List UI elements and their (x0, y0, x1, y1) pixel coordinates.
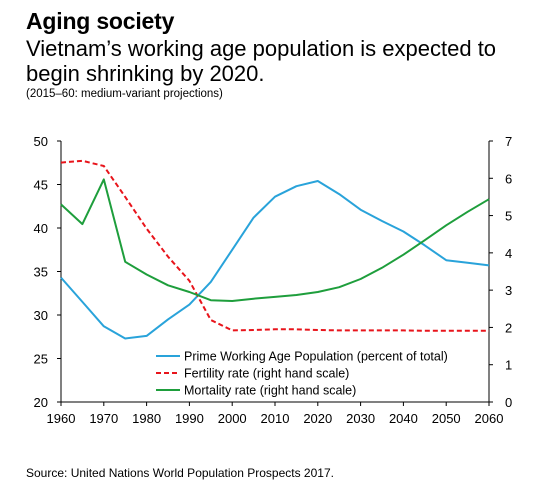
right-y-tick-label: 1 (505, 358, 512, 373)
left-y-tick-label: 20 (34, 395, 48, 410)
x-tick-label: 1970 (89, 411, 118, 426)
right-y-tick-label: 7 (505, 134, 512, 149)
chart-legend: Prime Working Age Population (percent of… (156, 350, 448, 398)
legend-label: Mortality rate (right hand scale) (184, 384, 356, 398)
chart-series (60, 159, 490, 340)
right-y-tick-label: 5 (505, 209, 512, 224)
x-tick-label: 2000 (218, 411, 247, 426)
chart-subtitle: Vietnam’s working age population is expe… (26, 36, 497, 86)
series-line-0 (60, 180, 490, 340)
x-tick-label: 1960 (47, 411, 76, 426)
series-line-1 (60, 159, 489, 332)
x-tick-label: 2020 (303, 411, 332, 426)
projection-note: (2015–60: medium-variant projections) (26, 88, 223, 100)
left-y-tick-label: 45 (34, 178, 48, 193)
right-y-tick-label: 4 (505, 246, 512, 261)
left-y-tick-label: 50 (34, 134, 48, 149)
x-tick-label: 2060 (475, 411, 504, 426)
series-line-2 (60, 178, 490, 302)
right-y-tick-label: 0 (505, 395, 512, 410)
right-y-tick-label: 3 (505, 283, 512, 298)
x-tick-label: 2030 (346, 411, 375, 426)
right-y-tick-label: 6 (505, 171, 512, 186)
source-note: Source: United Nations World Population … (26, 466, 334, 480)
left-y-tick-label: 25 (34, 352, 48, 367)
x-tick-label: 2050 (432, 411, 461, 426)
legend-label: Prime Working Age Population (percent of… (184, 350, 448, 364)
legend-label: Fertility rate (right hand scale) (184, 367, 349, 381)
right-y-tick-label: 2 (505, 320, 512, 335)
x-tick-label: 1980 (132, 411, 161, 426)
left-y-tick-label: 40 (34, 221, 48, 236)
x-tick-label: 2010 (261, 411, 290, 426)
chart-axes: 1960 1970 1980 1990 2000 2010 2020 2030 2040 2050… (34, 134, 513, 426)
chart-title: Aging society (26, 8, 175, 34)
left-y-tick-label: 35 (34, 265, 48, 280)
left-y-tick-label: 30 (34, 308, 48, 323)
x-tick-label: 1990 (175, 411, 204, 426)
x-tick-label: 2040 (389, 411, 418, 426)
